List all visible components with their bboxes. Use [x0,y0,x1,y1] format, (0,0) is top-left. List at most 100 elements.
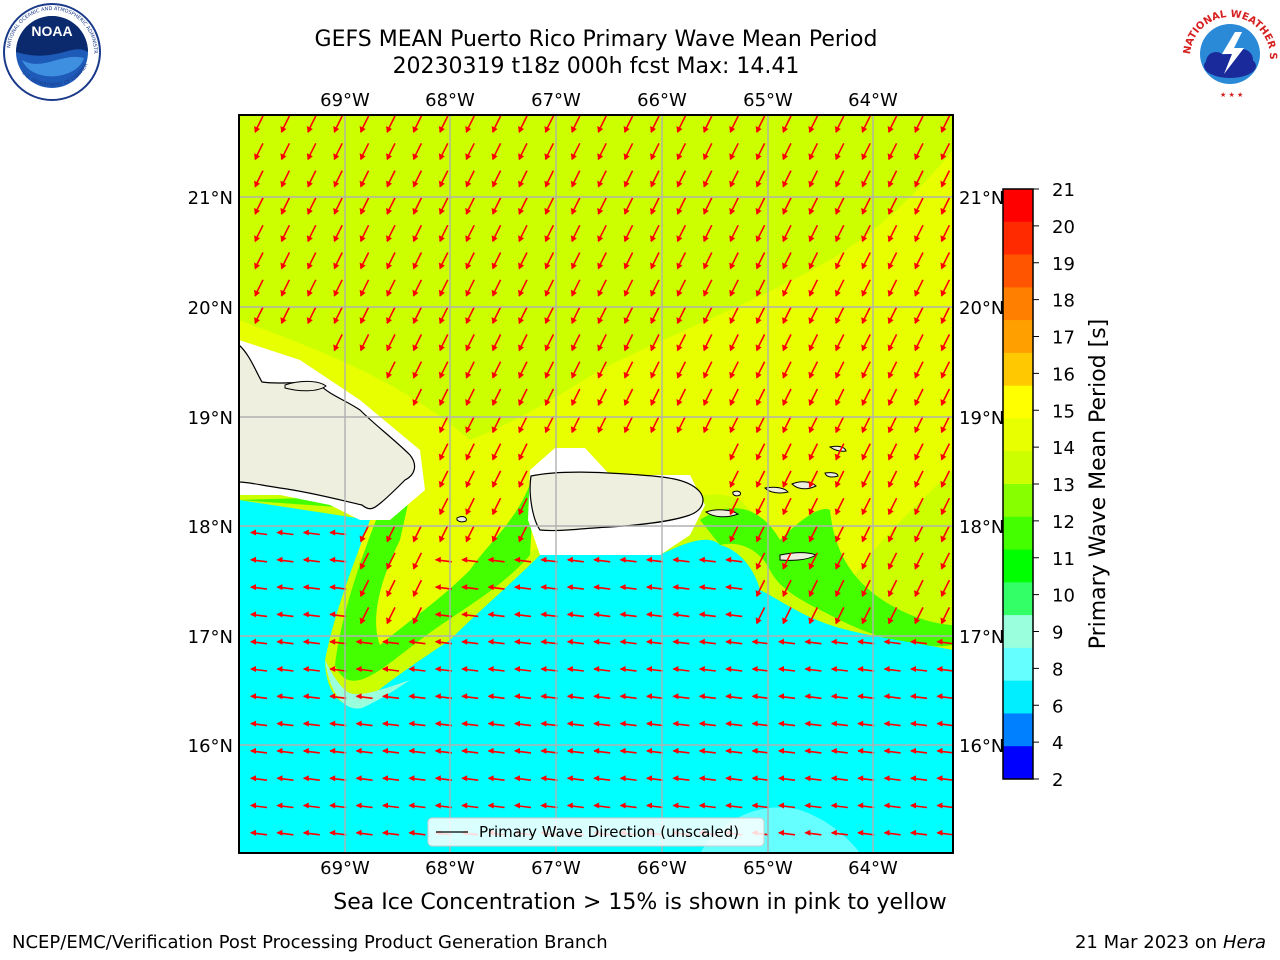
wave-direction-arrowhead [619,720,626,727]
colorbar-tick-label: 4 [1052,733,1063,754]
wave-direction-arrowhead [306,207,313,215]
wave-direction-arrowhead [808,399,815,406]
chart-title: GEFS MEAN Puerto Rico Primary Wave Mean … [314,27,878,52]
wave-direction-arrowhead [834,317,841,325]
wave-direction-arrowhead [702,426,709,434]
wave-direction-arrowhead [408,802,415,809]
wave-direction-arrowhead [276,802,283,809]
colorbar-segment [1003,451,1033,485]
wave-direction-arrowhead [438,344,445,352]
wave-direction-arrowhead [804,747,811,754]
wave-direction-arrowhead [544,289,551,297]
wave-direction-arrowhead [940,371,947,379]
wave-direction-arrowhead [698,556,705,563]
wave-direction-arrowhead [465,126,472,133]
wave-direction-arrowhead [887,480,894,488]
colorbar-tick-label: 8 [1052,659,1063,680]
wave-direction-arrowhead [857,720,864,727]
wave-direction-arrowhead [461,747,468,754]
wave-direction-arrowhead [302,611,309,618]
wave-direction-arrowhead [302,802,309,809]
wave-direction-arrowhead [329,666,336,672]
wave-direction-arrowhead [623,153,630,161]
wave-direction-arrowhead [857,775,864,782]
wave-direction-arrowhead [883,747,890,754]
wave-direction-arrowhead [254,207,260,215]
wave-direction-arrowhead [566,747,573,754]
noaa-logo: NOAA NATIONAL OCEANIC AND ATMOSPHERIC AD… [2,2,101,101]
wave-direction-arrowhead [887,399,894,406]
wave-direction-arrowhead [359,562,366,570]
wave-direction-arrowhead [755,180,762,188]
footer-host: Hera [1222,932,1266,953]
wave-direction-arrowhead [434,611,441,618]
wave-direction-arrowhead [544,126,551,133]
wave-direction-arrowhead [910,829,916,836]
wave-direction-arrowhead [276,829,283,836]
wave-direction-arrowhead [676,289,683,297]
wave-direction-arrowhead [755,153,762,161]
wave-direction-arrowhead [566,802,573,809]
wave-direction-arrowhead [887,535,894,543]
wave-direction-arrowhead [914,562,920,570]
wave-direction-arrowhead [386,562,392,570]
wave-direction-arrowhead [491,371,498,379]
wave-direction-arrowhead [755,235,762,243]
colorbar-segment [1003,221,1033,256]
wave-direction-arrowhead [276,556,283,563]
wave-direction-arrowhead [861,180,868,188]
wave-direction-arrowhead [276,638,283,645]
wave-direction-arrowhead [755,453,762,461]
wave-direction-arrowhead [834,480,841,488]
wave-direction-arrowhead [808,371,815,379]
wave-direction-arrowhead [438,153,445,161]
colorbar-ticks: 21 20 19 18 17 16 15 14 13 12 11 10 9 8 6 4 2 [1033,180,1075,791]
wave-direction-arrowhead [751,747,758,754]
wave-direction-arrowhead [438,289,445,297]
wave-direction-arrowhead [672,693,679,700]
wave-direction-arrowhead [808,562,815,570]
wave-direction-arrowhead [672,666,679,672]
wave-direction-arrowhead [306,235,313,243]
wave-direction-arrowhead [465,371,472,379]
wave-direction-arrowhead [782,153,788,161]
wave-direction-arrowhead [834,508,841,516]
wave-direction-arrowhead [778,829,784,836]
colorbar-segment [1003,549,1033,583]
wave-direction-arrowhead [382,747,388,754]
wave-direction-arrowhead [386,617,392,625]
wave-direction-arrowhead [623,126,630,133]
wave-direction-arrowhead [830,802,837,809]
wave-direction-arrowhead [808,207,815,215]
wave-direction-arrowhead [676,399,683,406]
wave-direction-arrowhead [646,666,652,672]
wave-direction-arrowhead [650,262,656,270]
wave-direction-arrowhead [729,262,736,270]
wave-direction-arrowhead [359,289,366,297]
wave-direction-arrowhead [412,235,419,243]
colorbar-segment [1003,713,1033,747]
lat-label-left-17n: 17°N [188,627,233,648]
wave-direction-arrowhead [593,747,600,754]
wave-direction-arrowhead [359,207,366,215]
lat-label-left-21n: 21°N [188,188,233,209]
wave-direction-arrowhead [544,344,551,352]
wave-direction-arrowhead [491,399,498,406]
wave-direction-arrowhead [914,399,920,406]
wave-direction-arrowhead [936,829,943,836]
wave-direction-arrowhead [302,775,309,782]
wave-direction-arrowhead [438,399,445,406]
wave-direction-arrowhead [465,235,472,243]
wave-direction-arrowhead [329,556,336,563]
wave-direction-arrowhead [782,262,788,270]
wave-direction-arrowhead [250,584,256,591]
wave-direction-arrowhead [857,747,864,754]
wave-direction-arrowhead [250,802,256,809]
wave-direction-arrowhead [861,535,868,543]
wave-direction-arrowhead [355,666,362,672]
wave-direction-arrowhead [778,775,784,782]
wave-direction-arrowhead [808,590,815,598]
wave-direction-arrowhead [650,126,656,133]
colorbar-tick-label: 20 [1052,217,1075,238]
sea-ice-note: Sea Ice Concentration > 15% is shown in … [333,890,947,915]
